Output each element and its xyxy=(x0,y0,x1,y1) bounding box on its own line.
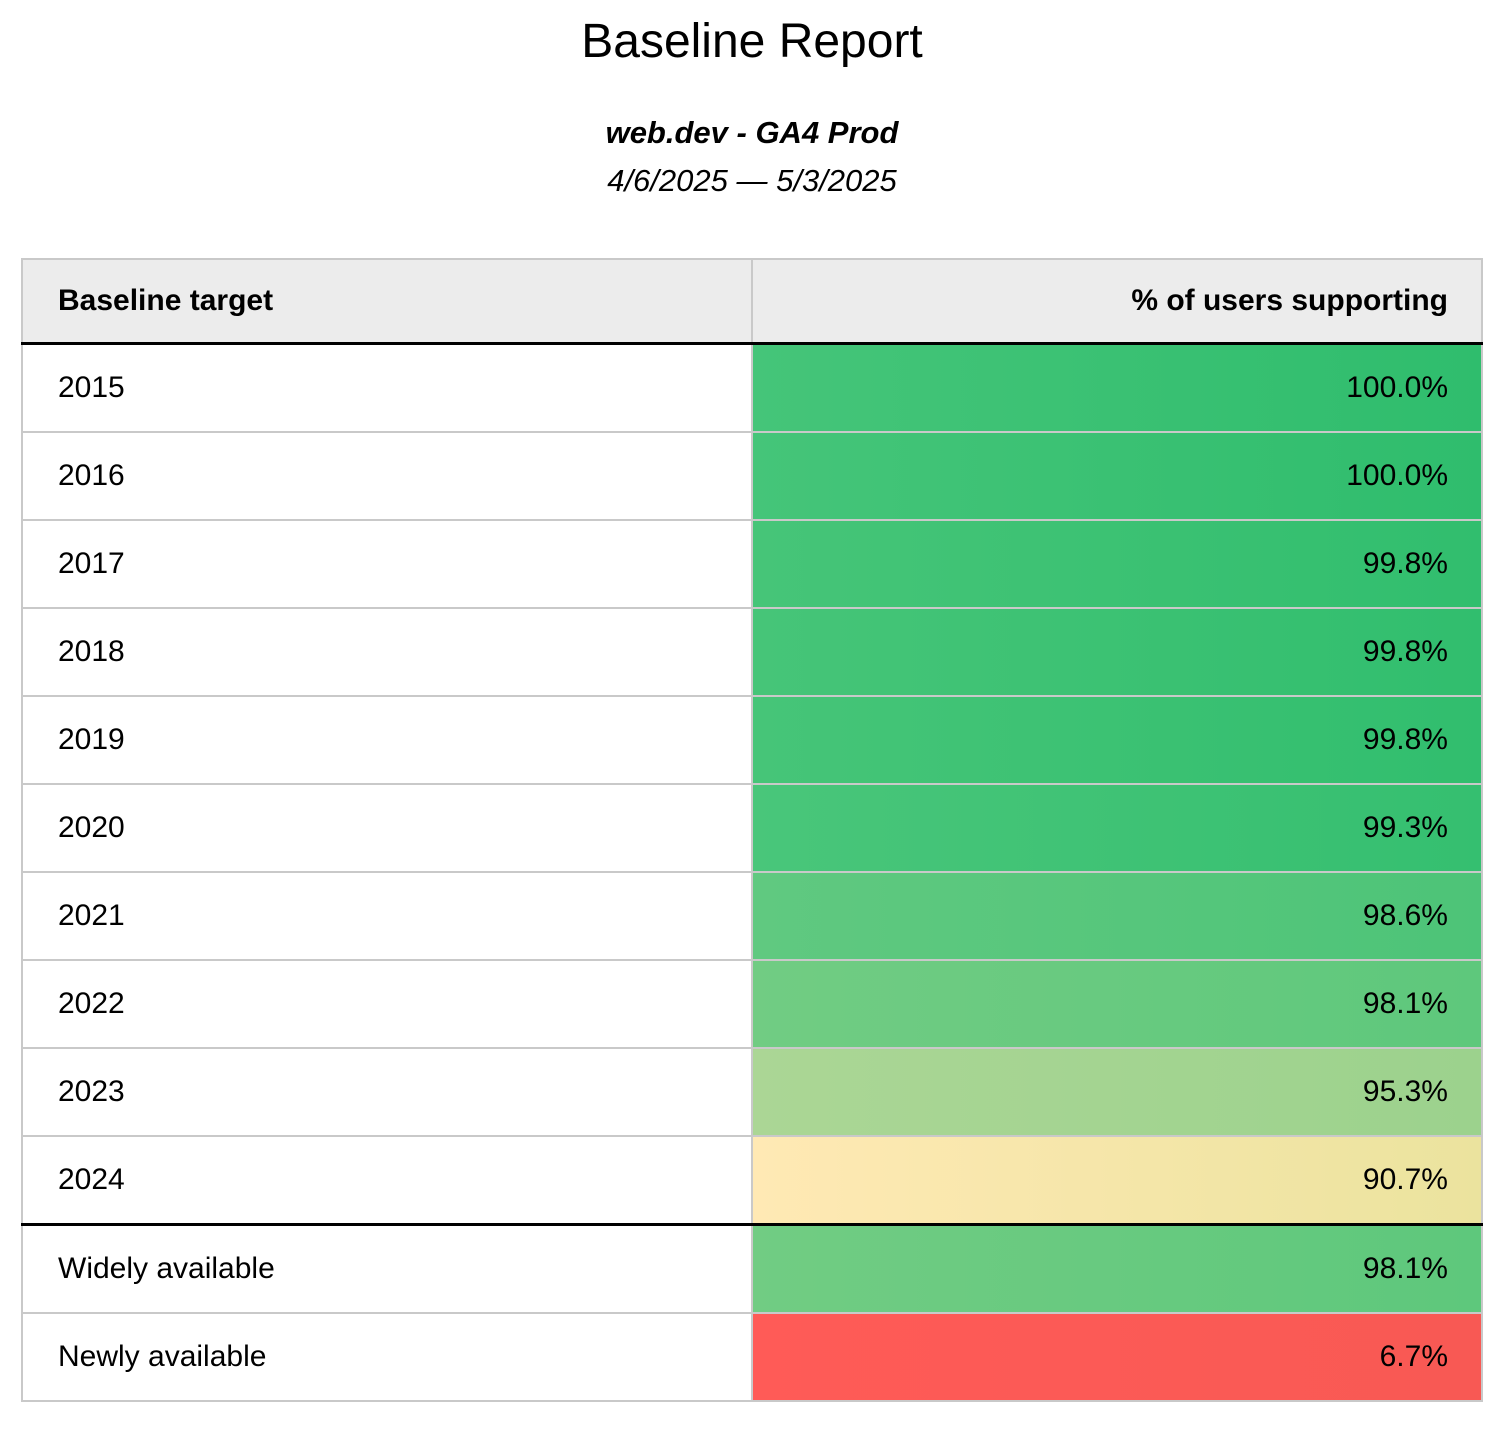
table-row: 2017 99.8% xyxy=(21,519,1483,609)
table-row: 2023 95.3% xyxy=(21,1047,1483,1137)
table-row: 2018 99.8% xyxy=(21,607,1483,697)
report-header: Baseline Report web.dev - GA4 Prod 4/6/2… xyxy=(0,14,1504,198)
percent-supporting-cell: 95.3% xyxy=(751,1047,1483,1137)
table-row: Newly available 6.7% xyxy=(21,1312,1483,1402)
percent-supporting-cell: 98.6% xyxy=(751,871,1483,961)
percent-supporting-cell: 100.0% xyxy=(751,431,1483,521)
baseline-target-cell: Newly available xyxy=(21,1312,753,1402)
baseline-target-cell: 2019 xyxy=(21,695,753,785)
percent-supporting-cell: 99.3% xyxy=(751,783,1483,873)
percent-supporting-cell: 99.8% xyxy=(751,607,1483,697)
baseline-target-cell: 2016 xyxy=(21,431,753,521)
baseline-target-cell: 2020 xyxy=(21,783,753,873)
baseline-target-cell: 2024 xyxy=(21,1135,753,1226)
baseline-report-table: Baseline target % of users supporting 20… xyxy=(21,258,1483,1402)
page-title: Baseline Report xyxy=(581,15,923,68)
percent-supporting-cell: 100.0% xyxy=(751,342,1483,433)
percent-supporting-cell: 99.8% xyxy=(751,519,1483,609)
baseline-target-cell: 2022 xyxy=(21,959,753,1049)
report-subtitle: web.dev - GA4 Prod xyxy=(605,115,899,150)
table-row: 2019 99.8% xyxy=(21,695,1483,785)
baseline-target-cell: 2018 xyxy=(21,607,753,697)
table-header: Baseline target % of users supporting xyxy=(21,258,1483,345)
baseline-target-cell: 2015 xyxy=(21,342,753,433)
table-row: 2022 98.1% xyxy=(21,959,1483,1049)
baseline-target-cell: Widely available xyxy=(21,1223,753,1314)
table-row: 2021 98.6% xyxy=(21,871,1483,961)
table-header-row: Baseline target % of users supporting xyxy=(21,258,1483,345)
percent-supporting-cell: 98.1% xyxy=(751,959,1483,1049)
percent-supporting-cell: 98.1% xyxy=(751,1223,1483,1314)
table-row: Widely available 98.1% xyxy=(21,1223,1483,1314)
percent-supporting-cell: 90.7% xyxy=(751,1135,1483,1226)
baseline-target-cell: 2021 xyxy=(21,871,753,961)
table-row: 2016 100.0% xyxy=(21,431,1483,521)
baseline-target-cell: 2023 xyxy=(21,1047,753,1137)
table-row: 2024 90.7% xyxy=(21,1135,1483,1226)
table-body: 2015 100.0% 2016 100.0% 2017 99.8% 2018 99.8% 20… xyxy=(21,342,1483,1402)
baseline-target-cell: 2017 xyxy=(21,519,753,609)
percent-supporting-cell: 6.7% xyxy=(751,1312,1483,1402)
percent-supporting-cell: 99.8% xyxy=(751,695,1483,785)
table-row: 2015 100.0% xyxy=(21,342,1483,433)
table-row: 2020 99.3% xyxy=(21,783,1483,873)
column-header-percent-supporting: % of users supporting xyxy=(751,258,1483,345)
report-date-range: 4/6/2025 — 5/3/2025 xyxy=(607,163,897,198)
column-header-baseline-target: Baseline target xyxy=(21,258,753,345)
